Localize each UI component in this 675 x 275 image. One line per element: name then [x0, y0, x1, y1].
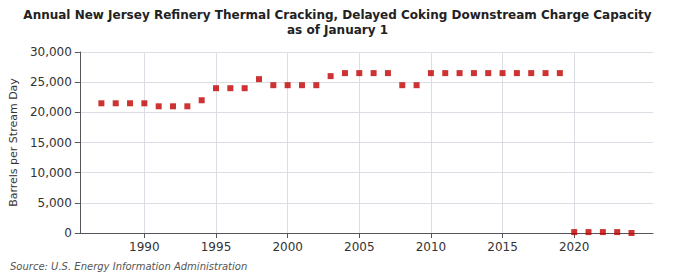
svg-text:25,000: 25,000 — [30, 75, 72, 89]
svg-text:2010: 2010 — [416, 240, 447, 254]
svg-text:Annual New Jersey Refinery The: Annual New Jersey Refinery Thermal Crack… — [23, 8, 652, 22]
svg-text:5,000: 5,000 — [38, 196, 72, 210]
svg-text:15,000: 15,000 — [30, 136, 72, 150]
svg-text:2015: 2015 — [487, 240, 518, 254]
svg-text:as of January 1: as of January 1 — [287, 23, 388, 37]
svg-text:2020: 2020 — [559, 240, 590, 254]
svg-text:Source: U.S. Energy Informatio: Source: U.S. Energy Information Administ… — [10, 261, 247, 272]
svg-text:0: 0 — [64, 226, 72, 240]
svg-text:Barrels per Stream Day: Barrels per Stream Day — [7, 78, 20, 207]
svg-text:30,000: 30,000 — [30, 45, 72, 59]
svg-text:2000: 2000 — [272, 240, 303, 254]
svg-text:1995: 1995 — [201, 240, 232, 254]
svg-text:10,000: 10,000 — [30, 166, 72, 180]
svg-text:1990: 1990 — [129, 240, 160, 254]
svg-text:20,000: 20,000 — [30, 105, 72, 119]
svg-text:2005: 2005 — [344, 240, 375, 254]
